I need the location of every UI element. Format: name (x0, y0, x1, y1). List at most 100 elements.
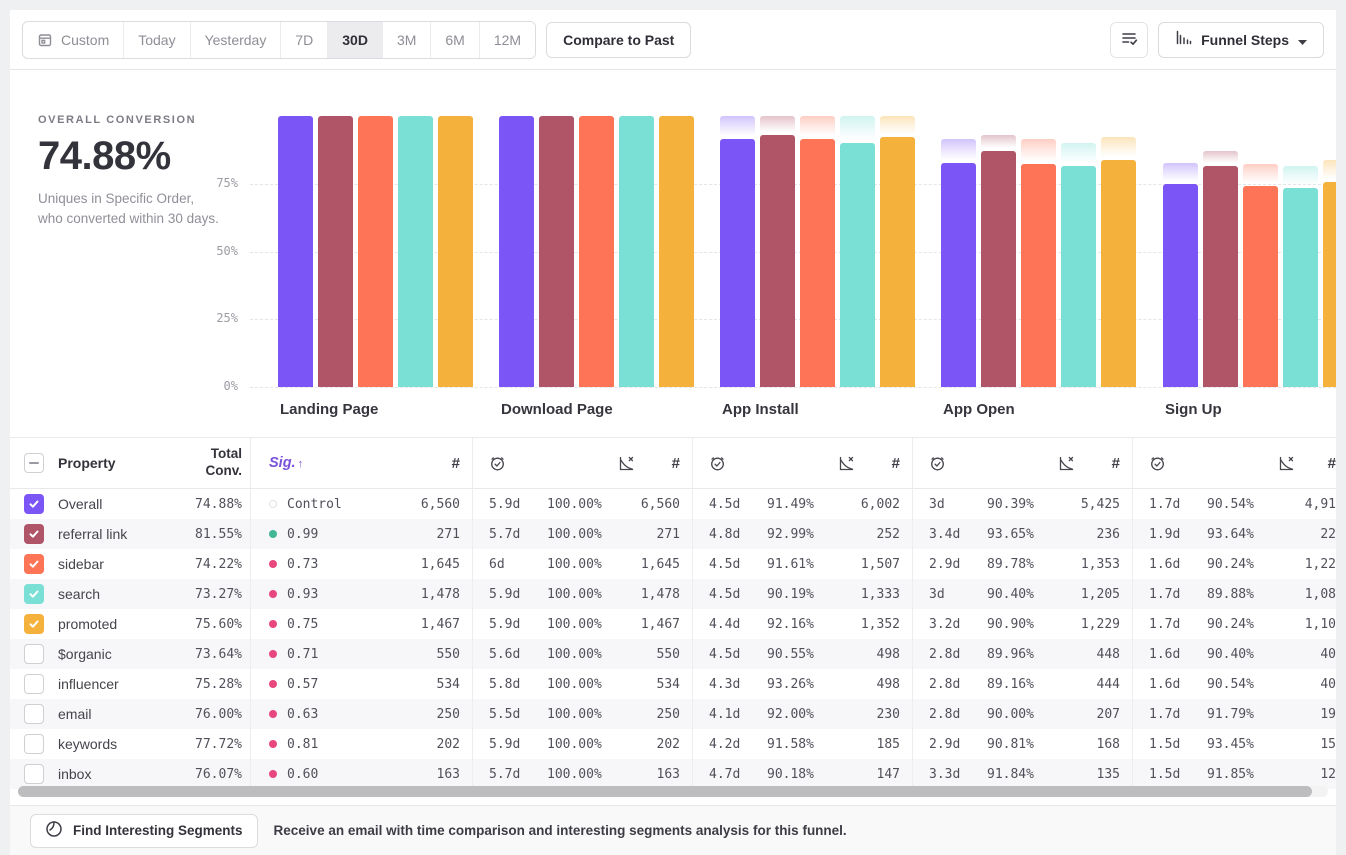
step-count: 207 (1096, 706, 1120, 722)
table-row-search[interactable]: search 73.27% 0.93 1,478 5.9d 100.00% 1,478 4.5… (10, 579, 1336, 609)
table-row-promoted[interactable]: promoted 75.60% 0.75 1,467 5.9d 100.00% 1,467 4… (10, 609, 1336, 639)
range-custom[interactable]: Custom (23, 21, 124, 58)
funnel-bar[interactable] (539, 116, 574, 387)
property-label: influencer (58, 676, 119, 692)
range-7d[interactable]: 7D (280, 21, 328, 58)
range-12m[interactable]: 12M (478, 21, 536, 58)
checkbox-promoted[interactable] (24, 614, 44, 634)
checkbox-inbox[interactable] (24, 764, 44, 784)
funnel-bar[interactable] (941, 162, 976, 387)
step-count: 271 (436, 526, 460, 542)
category-label: App Install (722, 401, 799, 418)
step-count: 40 (1320, 676, 1336, 692)
range-yesterday[interactable]: Yesterday (189, 21, 281, 58)
funnel-bar[interactable] (659, 116, 694, 387)
funnel-steps-dropdown[interactable]: Funnel Steps (1158, 21, 1324, 58)
funnel-bar[interactable] (1101, 159, 1136, 387)
funnel-bar[interactable] (358, 116, 393, 387)
compare-to-past-button[interactable]: Compare to Past (546, 21, 692, 58)
table-row-influencer[interactable]: influencer 75.28% 0.57 534 5.8d 100.00% 534 4.3… (10, 669, 1336, 699)
conversion-rate: 93.26% (767, 676, 814, 692)
category-label: App Open (943, 401, 1015, 418)
funnel-bar[interactable] (1243, 185, 1278, 387)
list-check-button[interactable] (1110, 21, 1149, 58)
range-3m[interactable]: 3M (381, 21, 431, 58)
sig-dot (269, 620, 277, 628)
funnel-bar-dropoff (800, 116, 835, 136)
row-left: referral link 81.55% (10, 519, 250, 549)
conversion-rate: 90.55% (767, 646, 814, 662)
row-left: inbox 76.07% (10, 759, 250, 789)
total-conversion-value: 73.64% (195, 646, 242, 662)
checkbox-influencer[interactable] (24, 674, 44, 694)
range-30d[interactable]: 30D (327, 21, 382, 58)
funnel-bar[interactable] (1283, 188, 1318, 387)
step-count: 1,22 (1304, 556, 1336, 572)
total-conversion-value: 74.88% (195, 496, 242, 512)
funnel-bar[interactable] (880, 137, 915, 387)
checkbox-keywords[interactable] (24, 734, 44, 754)
checkbox-organic[interactable] (24, 644, 44, 664)
range-6m[interactable]: 6M (430, 21, 479, 58)
conversion-rate: 89.78% (987, 556, 1034, 572)
funnel-bar[interactable] (720, 139, 755, 387)
sig-sort-header[interactable]: Sig. ↑ (269, 455, 304, 471)
row-left: Overall 74.88% (10, 489, 250, 519)
horizontal-scrollbar-thumb[interactable] (18, 786, 1312, 797)
funnel-bar[interactable] (398, 116, 433, 387)
funnel-bar[interactable] (800, 138, 835, 387)
table-row-organic[interactable]: $organic 73.64% 0.71 550 5.6d 100.00% 550 4.5d 9… (10, 639, 1336, 669)
funnel-bar[interactable] (438, 116, 473, 387)
sig-header-section: Sig. ↑ # (250, 438, 472, 488)
property-header: Property (58, 455, 116, 471)
funnel-bar[interactable] (1061, 166, 1096, 387)
time-to-convert: 4.5d (709, 556, 741, 572)
checkbox-sidebar[interactable] (24, 554, 44, 574)
select-all-checkbox[interactable] (24, 453, 44, 473)
table-row-email[interactable]: email 76.00% 0.63 250 5.5d 100.00% 250 4.1d 92.0… (10, 699, 1336, 729)
checkbox-overall[interactable] (24, 494, 44, 514)
conversion-rate: 92.99% (767, 526, 814, 542)
step-count: 202 (656, 736, 680, 752)
table-row-overall[interactable]: Overall 74.88% Control 6,560 5.9d 100.00% 6,56… (10, 489, 1336, 519)
property-label: promoted (58, 616, 118, 632)
checkbox-referral-link[interactable] (24, 524, 44, 544)
step-count: 1,467 (420, 616, 460, 632)
step-cell: 5.7d 100.00% 271 (472, 519, 692, 549)
horizontal-scrollbar[interactable] (18, 786, 1328, 797)
sig-value: 0.63 (287, 706, 319, 722)
funnel-bar[interactable] (499, 116, 534, 387)
range-today[interactable]: Today (123, 21, 190, 58)
funnel-bar[interactable] (1323, 182, 1336, 387)
funnel-bar[interactable] (579, 116, 614, 387)
table-row-keywords[interactable]: keywords 77.72% 0.81 202 5.9d 100.00% 202 4.2d 9… (10, 729, 1336, 759)
checkbox-email[interactable] (24, 704, 44, 724)
time-to-convert: 5.7d (489, 526, 521, 542)
find-interesting-segments-button[interactable]: Find Interesting Segments (30, 813, 258, 848)
funnel-bar[interactable] (1203, 165, 1238, 387)
table-row-inbox[interactable]: inbox 76.07% 0.60 163 5.7d 100.00% 163 4.7d 90.1… (10, 759, 1336, 789)
conversion-rate: 100.00% (547, 496, 602, 512)
time-to-convert: 4.5d (709, 586, 741, 602)
step-count: 185 (876, 736, 900, 752)
funnel-bar[interactable] (619, 116, 654, 387)
funnel-bar[interactable] (840, 142, 875, 387)
funnel-bar[interactable] (318, 116, 353, 387)
sig-value: 0.93 (287, 586, 319, 602)
conversion-rate: 100.00% (547, 676, 602, 692)
checkbox-search[interactable] (24, 584, 44, 604)
conversion-rate: 91.85% (1207, 766, 1254, 782)
table-row-sidebar[interactable]: sidebar 74.22% 0.73 1,645 6d 100.00% 1,645 4.5d… (10, 549, 1336, 579)
step-count: 498 (876, 676, 900, 692)
funnel-bar[interactable] (760, 134, 795, 387)
funnel-bar[interactable] (1163, 184, 1198, 387)
sig-value: 0.60 (287, 766, 319, 782)
step-count: 498 (876, 646, 900, 662)
funnel-bar[interactable] (278, 116, 313, 387)
step-count: 1,353 (1080, 556, 1120, 572)
time-to-convert: 1.6d (1149, 676, 1181, 692)
table-row-referral-link[interactable]: referral link 81.55% 0.99 271 5.7d 100.00% 271… (10, 519, 1336, 549)
funnel-bar[interactable] (981, 151, 1016, 387)
funnel-bar[interactable] (1021, 164, 1056, 387)
conversion-rate: 90.00% (987, 706, 1034, 722)
